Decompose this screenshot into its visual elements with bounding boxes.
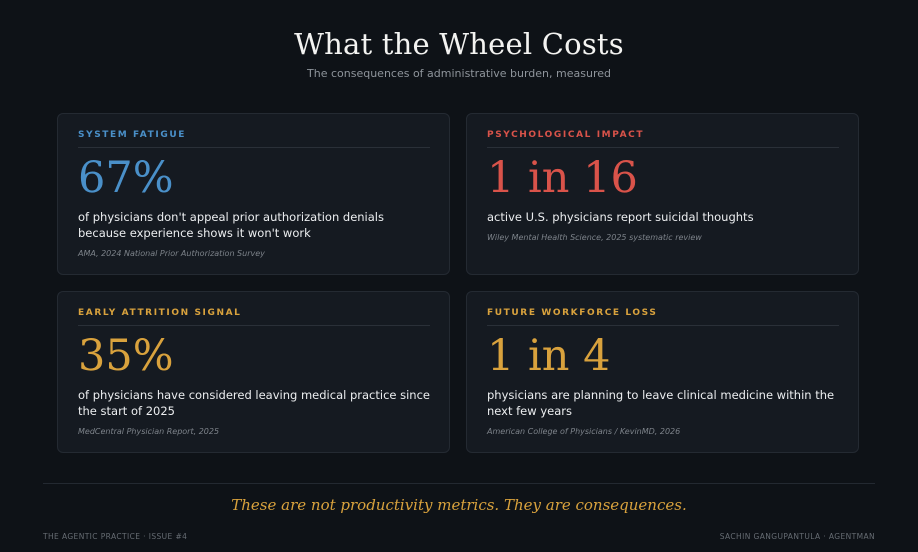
footer-divider xyxy=(43,483,875,484)
card-divider xyxy=(487,325,839,326)
card-divider xyxy=(487,147,839,148)
card-description: active U.S. physicians report suicidal t… xyxy=(487,210,754,224)
tagline: These are not productivity metrics. They… xyxy=(231,496,687,514)
stat-card-early-attrition: EARLY ATTRITION SIGNAL 35% of physicians… xyxy=(57,291,450,453)
card-stat: 35% xyxy=(78,331,174,381)
card-stat: 67% xyxy=(78,153,174,203)
card-description: physicians are planning to leave clinica… xyxy=(487,388,835,418)
card-label: EARLY ATTRITION SIGNAL xyxy=(78,308,242,318)
page-title: What the Wheel Costs xyxy=(294,27,624,61)
card-source: MedCentral Physician Report, 2025 xyxy=(78,427,220,436)
card-source: AMA, 2024 National Prior Authorization S… xyxy=(78,249,265,258)
card-label: SYSTEM FATIGUE xyxy=(78,130,186,140)
card-divider xyxy=(78,147,430,148)
footer-author-label: SACHIN GANGUPANTULA · AGENTMAN xyxy=(719,532,875,541)
stat-card-future-workforce-loss: FUTURE WORKFORCE LOSS 1 in 4 physicians … xyxy=(466,291,859,453)
card-source: American College of Physicians / KevinMD… xyxy=(487,427,681,436)
card-label: PSYCHOLOGICAL IMPACT xyxy=(487,130,645,140)
card-source: Wiley Mental Health Science, 2025 system… xyxy=(487,233,702,242)
page-subtitle: The consequences of administrative burde… xyxy=(307,67,611,80)
stat-card-system-fatigue: SYSTEM FATIGUE 67% of physicians don't a… xyxy=(57,113,450,275)
card-description: of physicians don't appeal prior authori… xyxy=(78,210,384,240)
footer-issue-label: THE AGENTIC PRACTICE · ISSUE #4 xyxy=(43,532,188,541)
card-label: FUTURE WORKFORCE LOSS xyxy=(487,308,658,318)
card-description: of physicians have considered leaving me… xyxy=(78,388,430,418)
stat-card-psychological-impact: PSYCHOLOGICAL IMPACT 1 in 16 active U.S.… xyxy=(466,113,859,275)
card-stat: 1 in 4 xyxy=(487,331,611,381)
card-stat: 1 in 16 xyxy=(487,153,638,203)
card-divider xyxy=(78,325,430,326)
